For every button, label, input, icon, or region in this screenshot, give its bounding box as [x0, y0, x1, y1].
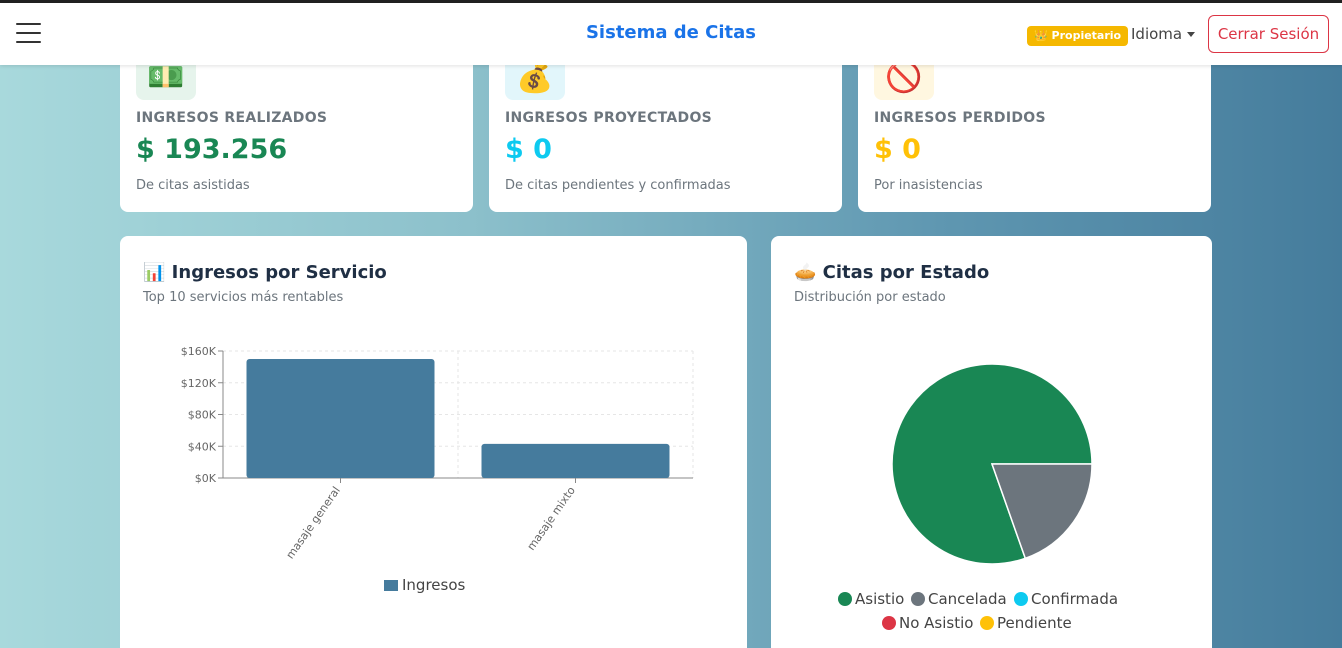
hamburger-line-icon: [16, 23, 41, 25]
legend-label: Cancelada: [928, 590, 1007, 608]
stat-label: INGRESOS PERDIDOS: [874, 110, 1046, 126]
window-top-border: [0, 0, 1342, 3]
hamburger-line-icon: [16, 41, 41, 43]
legend-label: Confirmada: [1031, 590, 1118, 608]
pie-chart: Asistio Cancelada Confirmada No Asistio Pend…: [838, 363, 1118, 632]
y-tick-label: $80K: [188, 409, 217, 422]
bar: [481, 443, 670, 478]
chart-title: 📊 Ingresos por Servicio: [143, 262, 387, 283]
stat-card-realized: 💵 INGRESOS REALIZADOS $ 193.256 De citas…: [120, 40, 473, 212]
brand-title[interactable]: Sistema de Citas: [585, 22, 757, 43]
legend-swatch: [384, 580, 398, 591]
legend-marker: [838, 592, 852, 606]
stat-value: $ 0: [874, 134, 921, 165]
legend-label: Ingresos: [402, 576, 466, 594]
revenue-chart-card: 📊 Ingresos por Servicio Top 10 servicios…: [120, 236, 747, 648]
y-tick-label: $120K: [181, 377, 217, 390]
bar-chart: $0K $40K $80K $120K $160K masaje general masaj…: [181, 345, 694, 594]
hamburger-line-icon: [16, 32, 41, 34]
brand-container: Sistema de Citas: [0, 22, 1342, 43]
chart-subtitle: Distribución por estado: [794, 290, 946, 305]
legend-label: Asistio: [855, 590, 904, 608]
x-tick-label: masaje general: [284, 484, 343, 561]
stat-label: INGRESOS REALIZADOS: [136, 110, 328, 126]
y-tick-label: $160K: [181, 345, 217, 358]
stat-description: De citas pendientes y confirmadas: [505, 178, 731, 193]
legend-label: No Asistio: [899, 614, 973, 632]
role-badge: 👑 Propietario: [1027, 26, 1129, 46]
navbar: Sistema de Citas 👑 Propietario Idioma Ce…: [0, 3, 1342, 65]
stat-value: $ 0: [505, 134, 552, 165]
legend-marker: [882, 616, 896, 630]
caret-down-icon: [1187, 32, 1196, 37]
language-dropdown[interactable]: Idioma: [1131, 25, 1196, 43]
language-label: Idioma: [1131, 25, 1183, 43]
legend-marker: [1014, 592, 1028, 606]
y-tick-label: $40K: [188, 440, 217, 453]
legend-label: Pendiente: [997, 614, 1072, 632]
pie-slice: [990, 463, 1093, 560]
stat-value: $ 193.256: [136, 134, 288, 165]
legend-marker: [911, 592, 925, 606]
y-tick-label: $0K: [195, 472, 217, 485]
chart-title: 🥧 Citas por Estado: [794, 262, 990, 283]
logout-button[interactable]: Cerrar Sesión: [1208, 15, 1329, 53]
legend-marker: [980, 616, 994, 630]
stat-description: De citas asistidas: [136, 178, 250, 193]
bar: [246, 358, 435, 478]
stat-card-lost: 🚫 INGRESOS PERDIDOS $ 0 Por inasistencia…: [858, 40, 1211, 212]
chart-subtitle: Top 10 servicios más rentables: [143, 290, 344, 305]
x-tick-label: masaje mixto: [525, 484, 579, 553]
menu-toggle-button[interactable]: [16, 23, 42, 45]
status-chart-card: 🥧 Citas por Estado Distribución por esta…: [771, 236, 1212, 648]
stat-label: INGRESOS PROYECTADOS: [505, 110, 713, 126]
stat-card-projected: 💰 INGRESOS PROYECTADOS $ 0 De citas pend…: [489, 40, 842, 212]
stat-description: Por inasistencias: [874, 178, 983, 193]
